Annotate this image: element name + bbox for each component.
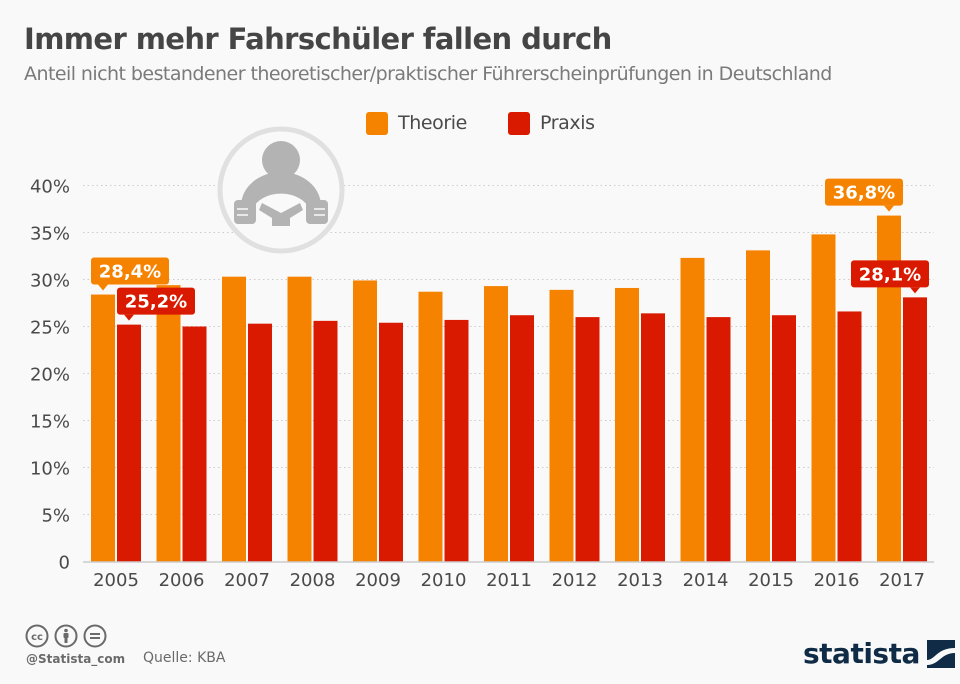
attribution-icon [54,624,78,648]
gridlines [83,185,934,515]
driver-steering-wheel-icon [217,126,345,254]
bar-praxis-2013 [641,313,665,562]
legend-item-theorie: Theorie [366,110,467,136]
legend-swatch-theorie [366,111,388,135]
data-labels: 28,4% 25,2% 36,8% 28,1% [91,178,929,321]
bar-theorie-2014 [680,257,705,562]
x-tick-label: 2016 [814,570,860,591]
bar-praxis-2008 [313,320,338,562]
bar-praxis-2011 [510,315,534,562]
bar-theorie-2012 [549,289,574,562]
y-axis: 0 5% 10% 15% 20% 25% 30% 35% 40% [30,177,70,574]
y-tick-label: 30% [30,271,70,292]
source-note: Quelle: KBA [143,650,226,666]
no-derivatives-icon [83,624,107,648]
bar-theorie-2007 [222,276,246,562]
bar-praxis-2010 [444,319,469,562]
x-tick-label: 2012 [552,570,598,591]
statista-logo-mark [926,639,955,668]
bar-theorie-2011 [484,286,508,562]
x-tick-label: 2015 [748,570,794,591]
y-tick-label: 15% [30,412,70,433]
x-tick-label: 2005 [93,570,139,591]
x-tick-label: 2013 [617,570,663,591]
data-label-text: 28,4% [99,262,161,283]
y-tick-label: 10% [30,459,70,480]
x-tick-label: 2017 [879,570,925,591]
bar-praxis-2017 [903,297,927,562]
y-tick-label: 35% [30,224,70,245]
bar-theorie-2016 [811,234,836,562]
data-label-text: 25,2% [125,292,187,313]
x-tick-label: 2014 [683,570,729,591]
x-tick-label: 2010 [421,570,467,591]
bar-theorie-2008 [287,276,312,562]
svg-text:cc: cc [31,632,43,643]
bar-praxis-2006 [182,326,207,562]
y-tick-label: 5% [41,506,70,527]
legend-item-praxis: Praxis [508,110,595,136]
chart-subtitle: Anteil nicht bestandener theoretischer/p… [24,63,832,85]
x-tick-label: 2008 [290,570,336,591]
x-tick-label: 2009 [355,570,401,591]
creative-commons-icon: cc [25,624,49,648]
bar-theorie-2013 [615,287,639,562]
license-icons: cc [25,624,107,648]
bars [91,215,927,562]
data-label-theorie-2005: 28,4% [91,257,169,291]
bar-theorie-2006 [156,285,181,562]
bar-praxis-2005 [117,324,141,562]
x-tick-label: 2007 [224,570,270,591]
bar-theorie-2009 [353,280,377,562]
bar-praxis-2014 [706,317,731,562]
data-label-theorie-2017: 36,8% [825,178,903,212]
x-tick-label: 2006 [159,570,205,591]
bar-theorie-2015 [746,250,770,562]
statista-wordmark: statista [803,637,920,670]
chart-title: Immer mehr Fahrschüler fallen durch [24,22,612,56]
bar-theorie-2010 [418,291,443,562]
bar-praxis-2007 [248,323,272,562]
bar-praxis-2012 [575,317,600,562]
bar-praxis-2016 [837,311,862,562]
legend-label-theorie: Theorie [398,112,467,134]
data-label-praxis-2017: 28,1% [851,260,929,294]
x-tick-label: 2011 [486,570,532,591]
x-axis: 2005 2006 2007 2008 2009 2010 2011 2012 2013 2014… [83,561,934,591]
data-label-text: 28,1% [859,264,921,285]
data-label-text: 36,8% [833,183,895,204]
data-label-praxis-2005: 25,2% [117,287,195,321]
bar-praxis-2015 [772,315,796,562]
statista-handle: @Statista_com [26,652,126,666]
y-tick-label: 25% [30,318,70,339]
y-tick-label: 0 [59,553,70,574]
bar-theorie-2005 [91,294,115,562]
bar-praxis-2009 [379,322,403,562]
legend-swatch-praxis [508,111,530,135]
y-tick-label: 40% [30,177,70,198]
legend-label-praxis: Praxis [540,112,595,134]
statista-logo[interactable]: statista [803,637,955,670]
y-tick-label: 20% [30,365,70,386]
